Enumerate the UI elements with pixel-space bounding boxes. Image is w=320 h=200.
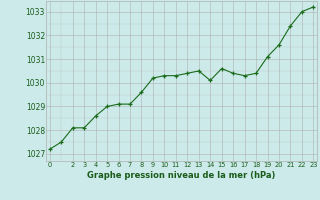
X-axis label: Graphe pression niveau de la mer (hPa): Graphe pression niveau de la mer (hPa) bbox=[87, 171, 276, 180]
